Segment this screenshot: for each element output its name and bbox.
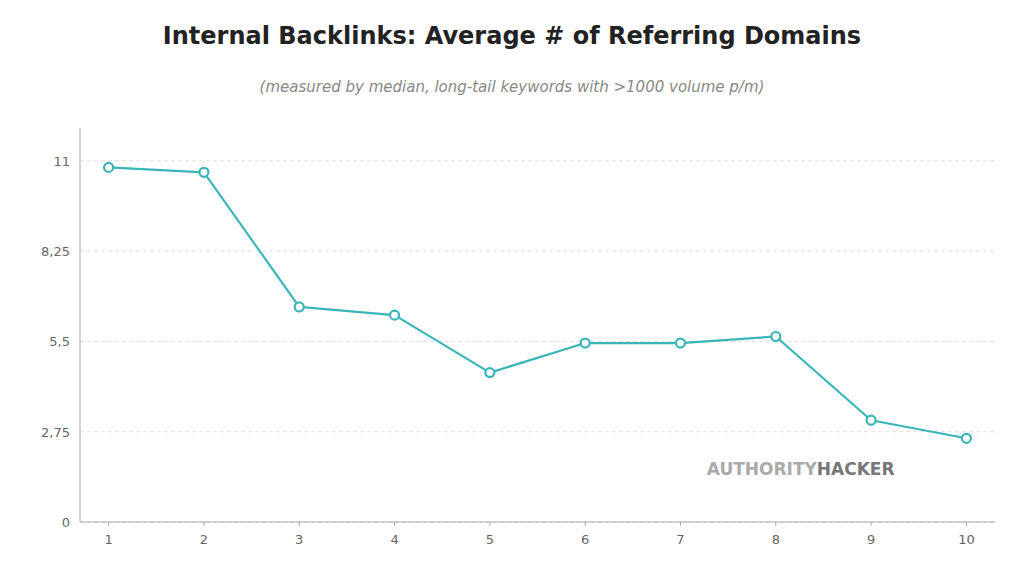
x-tick [108, 522, 109, 526]
watermark-part: AUTHORITY [707, 459, 818, 479]
chart-container: Internal Backlinks: Average # of Referri… [0, 0, 1024, 582]
grid-line [80, 431, 995, 432]
series [104, 163, 971, 443]
watermark: AUTHORITYHACKER [707, 459, 895, 479]
y-tick-label: 8,25 [41, 244, 70, 259]
x-tick [680, 522, 681, 526]
point [390, 311, 399, 320]
point [867, 416, 876, 425]
point [962, 434, 971, 443]
subtitle: (measured by median, long-tail keywords … [260, 78, 765, 96]
grid-line [80, 251, 995, 252]
title: Internal Backlinks: Average # of Referri… [163, 22, 861, 50]
x-tick [394, 522, 395, 526]
grid-line [80, 522, 995, 523]
x-tick-label: 8 [772, 532, 780, 547]
point [199, 168, 208, 177]
x-tick-label: 5 [486, 532, 494, 547]
chart: Internal Backlinks: Average # of Referri… [0, 0, 1024, 582]
x-tick-label: 4 [390, 532, 398, 547]
y-grid: 0 2,75 5,5 8,25 11 [41, 154, 995, 530]
x-tick [966, 522, 967, 526]
x-tick-label: 9 [867, 532, 875, 547]
x-axis-line [80, 522, 995, 523]
x-tick-label: 1 [104, 532, 112, 547]
x-ticks: 1 2 3 4 5 6 7 8 9 10 [104, 522, 974, 547]
y-tick-label: 2,75 [41, 425, 70, 440]
point [104, 163, 113, 172]
x-tick-label: 7 [676, 532, 684, 547]
x-tick-label: 3 [295, 532, 303, 547]
y-tick-label: 5,5 [49, 334, 70, 349]
x-tick [775, 522, 776, 526]
y-tick-label: 11 [53, 154, 70, 169]
x-tick [871, 522, 872, 526]
y-tick-label: 0 [62, 515, 70, 530]
point [771, 332, 780, 341]
point [485, 368, 494, 377]
point [676, 339, 685, 348]
line [109, 167, 967, 438]
grid-line [80, 341, 995, 342]
y-axis-line [80, 128, 81, 522]
x-tick-label: 6 [581, 532, 589, 547]
x-tick [585, 522, 586, 526]
x-tick-label: 2 [200, 532, 208, 547]
point [295, 302, 304, 311]
x-tick [203, 522, 204, 526]
x-tick [489, 522, 490, 526]
x-tick-label: 10 [958, 532, 975, 547]
watermark-part: HACKER [817, 459, 895, 479]
x-tick [299, 522, 300, 526]
point [581, 339, 590, 348]
grid-line [80, 160, 995, 161]
